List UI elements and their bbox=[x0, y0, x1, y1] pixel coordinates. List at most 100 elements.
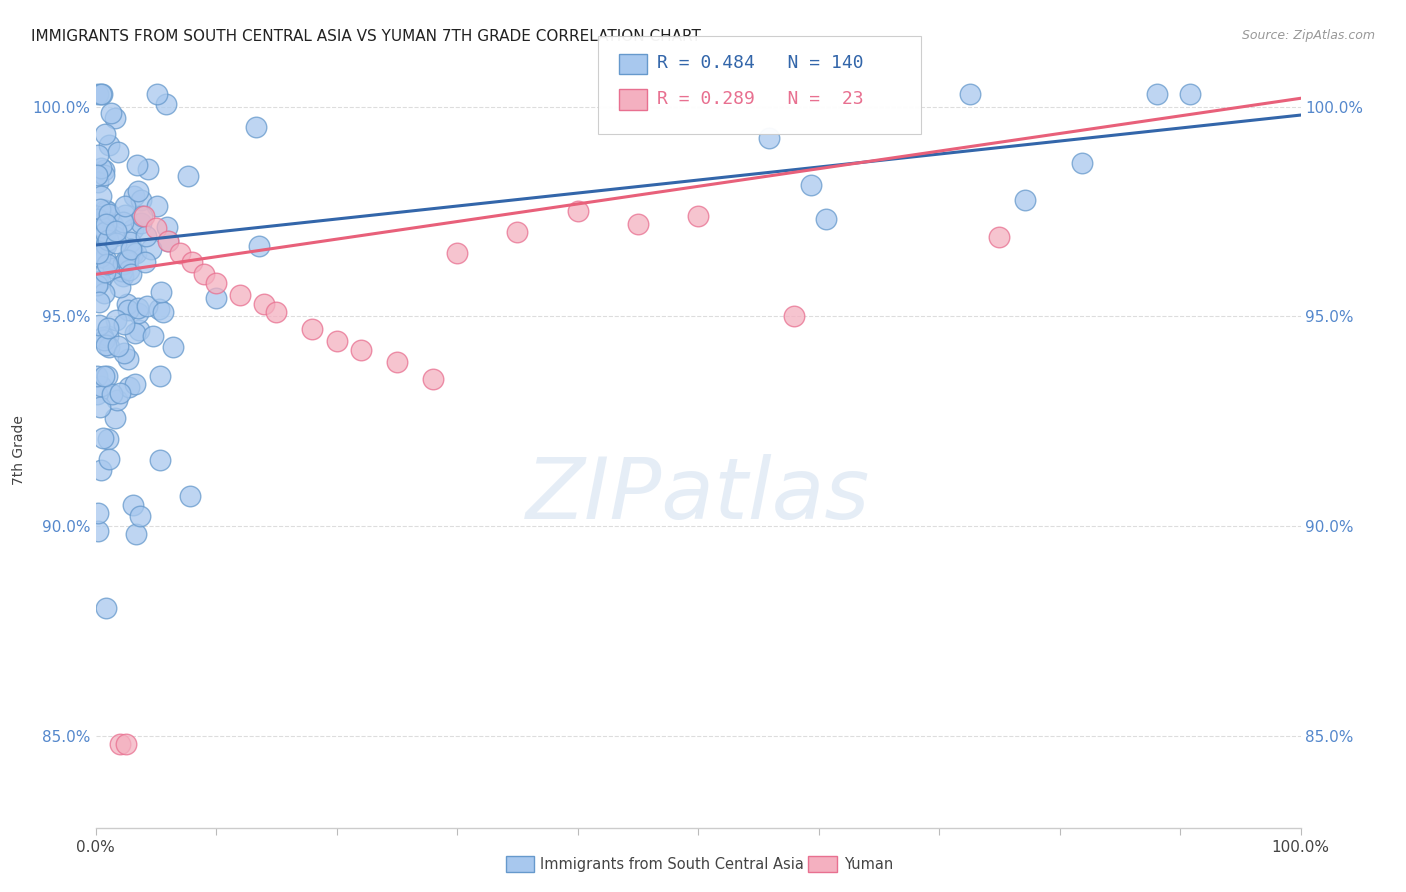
Point bbox=[96, 369, 118, 384]
Point bbox=[89, 241, 111, 255]
Text: R = 0.289   N =  23: R = 0.289 N = 23 bbox=[657, 90, 863, 108]
Point bbox=[125, 246, 148, 260]
Point bbox=[115, 253, 138, 268]
Point bbox=[193, 268, 215, 282]
Point bbox=[97, 432, 120, 446]
Point bbox=[112, 317, 135, 331]
Point bbox=[122, 188, 145, 202]
Point bbox=[112, 215, 135, 229]
Point bbox=[107, 339, 129, 353]
Text: Source: ZipAtlas.com: Source: ZipAtlas.com bbox=[1241, 29, 1375, 42]
Point bbox=[98, 138, 121, 153]
Point bbox=[145, 87, 167, 101]
Point bbox=[104, 411, 127, 425]
Point bbox=[129, 216, 152, 230]
Point bbox=[124, 376, 146, 391]
Point bbox=[86, 225, 108, 239]
Point bbox=[97, 320, 120, 334]
Point bbox=[148, 302, 170, 317]
Point bbox=[90, 87, 112, 101]
Point bbox=[149, 452, 172, 467]
Point bbox=[245, 120, 267, 134]
Text: R = 0.484   N = 140: R = 0.484 N = 140 bbox=[657, 54, 863, 72]
Point bbox=[127, 184, 149, 198]
Point bbox=[91, 431, 114, 445]
Point bbox=[118, 262, 141, 277]
Point bbox=[91, 329, 114, 343]
Point bbox=[94, 238, 117, 252]
Point bbox=[89, 318, 111, 332]
Point bbox=[114, 199, 136, 213]
Point bbox=[179, 489, 201, 503]
Point bbox=[111, 269, 134, 284]
Point bbox=[205, 276, 228, 290]
Point bbox=[115, 296, 138, 310]
Point bbox=[686, 209, 709, 223]
Point bbox=[1180, 87, 1202, 101]
Point bbox=[93, 163, 115, 178]
Point bbox=[90, 462, 112, 476]
Point bbox=[105, 392, 128, 407]
Point bbox=[350, 343, 373, 357]
Point bbox=[94, 251, 117, 265]
Point bbox=[93, 286, 115, 301]
Point bbox=[132, 209, 155, 223]
Point bbox=[87, 524, 110, 539]
Point bbox=[145, 221, 167, 235]
Point bbox=[156, 220, 179, 235]
Point bbox=[118, 235, 141, 249]
Point bbox=[100, 386, 122, 401]
Point bbox=[253, 296, 276, 310]
Point bbox=[96, 235, 118, 249]
Y-axis label: 7th Grade: 7th Grade bbox=[11, 416, 25, 485]
Point bbox=[129, 508, 152, 523]
Point bbox=[120, 267, 142, 281]
Point bbox=[94, 230, 117, 244]
Point bbox=[121, 222, 143, 236]
Point bbox=[118, 379, 141, 393]
Point bbox=[96, 601, 118, 615]
Point bbox=[301, 322, 323, 336]
Point bbox=[124, 326, 146, 340]
Point bbox=[86, 168, 108, 182]
Point bbox=[627, 217, 650, 231]
Point bbox=[96, 208, 118, 222]
Point bbox=[156, 234, 179, 248]
Point bbox=[385, 355, 408, 369]
Point bbox=[131, 209, 153, 223]
Point bbox=[959, 87, 981, 101]
Point bbox=[98, 340, 121, 354]
Point bbox=[117, 302, 139, 317]
Point bbox=[114, 208, 136, 222]
Point bbox=[117, 351, 139, 366]
Point bbox=[89, 250, 111, 264]
Point bbox=[129, 193, 152, 207]
Point bbox=[125, 158, 148, 172]
Point bbox=[98, 207, 121, 221]
Point bbox=[146, 198, 169, 212]
Point bbox=[90, 379, 112, 393]
Point bbox=[97, 329, 120, 343]
Point bbox=[135, 228, 157, 243]
Point bbox=[266, 305, 288, 319]
Point bbox=[87, 221, 110, 235]
Point bbox=[87, 506, 110, 520]
Point bbox=[169, 246, 191, 260]
Point bbox=[87, 245, 110, 260]
Point bbox=[152, 305, 174, 319]
Point bbox=[162, 340, 184, 354]
Point bbox=[181, 254, 204, 268]
Point bbox=[86, 386, 108, 401]
Point bbox=[177, 169, 200, 184]
Point bbox=[93, 168, 115, 182]
Point bbox=[86, 277, 108, 292]
Point bbox=[446, 246, 468, 260]
Point bbox=[97, 215, 120, 229]
Point bbox=[104, 224, 127, 238]
Point bbox=[86, 368, 108, 383]
Point bbox=[91, 219, 114, 234]
Point bbox=[104, 112, 127, 126]
Text: IMMIGRANTS FROM SOUTH CENTRAL ASIA VS YUMAN 7TH GRADE CORRELATION CHART: IMMIGRANTS FROM SOUTH CENTRAL ASIA VS YU… bbox=[31, 29, 700, 44]
Point bbox=[988, 229, 1011, 244]
Point bbox=[93, 127, 115, 141]
